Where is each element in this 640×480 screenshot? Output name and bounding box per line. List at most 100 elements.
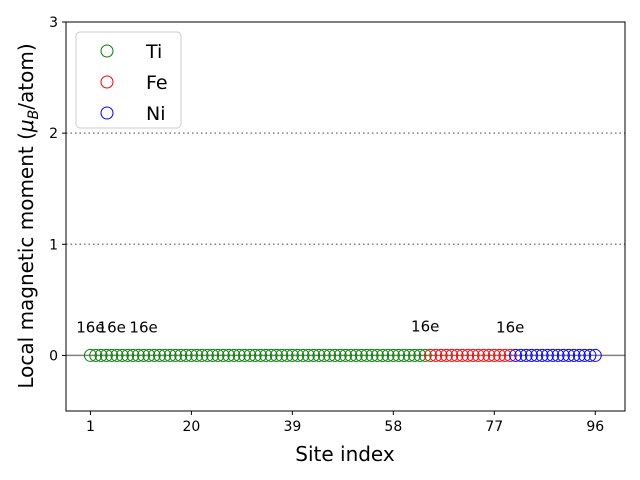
data-point-ni: [567, 348, 581, 362]
data-point-ti: [89, 348, 103, 362]
data-point-ti: [349, 348, 363, 362]
x-tick-label: 96: [586, 419, 604, 435]
data-point-ni: [588, 348, 602, 362]
site-annotation: 16e: [98, 319, 126, 337]
data-point-ti: [264, 348, 278, 362]
data-point-ti: [184, 348, 198, 362]
data-point-ti: [333, 348, 347, 362]
data-points: [83, 348, 602, 362]
data-point-ti: [339, 348, 352, 362]
y-tick-label: 2: [49, 126, 58, 142]
data-point-ti: [312, 348, 326, 362]
data-point-ti: [354, 348, 368, 362]
data-point-ti: [216, 348, 230, 362]
data-point-ti: [163, 348, 177, 362]
legend-label-ni: Ni: [146, 103, 166, 125]
y-tick-label: 1: [49, 237, 58, 253]
data-point-ti: [99, 348, 113, 362]
data-point-ti: [105, 348, 119, 362]
data-point-ni: [583, 348, 597, 362]
data-point-ti: [413, 348, 427, 362]
site-annotation: 16e: [411, 318, 439, 336]
data-point-ti: [376, 348, 390, 362]
data-point-ti: [291, 348, 305, 362]
data-point-ti: [328, 348, 342, 362]
data-point-ni: [546, 348, 560, 362]
data-point-ti: [323, 348, 337, 362]
data-point-ti: [397, 348, 411, 362]
data-point-ni: [578, 348, 592, 362]
data-point-ti: [370, 348, 384, 362]
data-point-ti: [227, 348, 241, 362]
legend-box: [75, 31, 182, 129]
legend: Ti Fe Ni: [75, 31, 182, 129]
data-point-ni: [519, 348, 533, 362]
data-point-ti: [142, 348, 156, 362]
data-point-ti: [259, 348, 273, 362]
data-point-ni: [572, 348, 586, 362]
data-point-ti: [179, 348, 193, 362]
data-point-ti: [253, 348, 267, 362]
data-point-ti: [153, 348, 167, 362]
site-annotation: 16e: [129, 319, 157, 337]
data-point-ti: [206, 348, 220, 362]
data-point-fe: [482, 348, 496, 362]
y-axis-title: Local magnetic moment (μB/atom): [14, 43, 42, 388]
data-point-ti: [317, 348, 331, 362]
plot-frame: [65, 21, 626, 412]
data-point-ti: [174, 348, 188, 362]
data-point-ti: [402, 348, 416, 362]
data-point-fe: [493, 348, 507, 362]
data-point-ni: [509, 348, 523, 362]
legend-marker-fe: [100, 75, 114, 89]
site-annotation: 16e: [76, 319, 104, 337]
data-point-fe: [498, 348, 512, 362]
legend-label-ti: Ti: [145, 41, 162, 63]
y-tick-label: 0: [49, 348, 58, 364]
data-point-ti: [381, 348, 395, 362]
data-point-fe: [461, 348, 475, 362]
data-point-ti: [243, 348, 257, 362]
data-point-fe: [424, 348, 438, 362]
x-tick-label: 39: [283, 419, 301, 435]
data-point-ti: [269, 348, 283, 362]
data-point-ti: [110, 348, 124, 362]
data-point-ti: [195, 348, 209, 362]
data-point-ti: [158, 348, 172, 362]
y-tick-label: 3: [49, 15, 58, 31]
data-point-ti: [137, 348, 151, 362]
data-point-ni: [562, 348, 576, 362]
data-point-fe: [466, 348, 480, 362]
x-axis: 1 20 39 58 77 96: [86, 411, 604, 435]
x-tick-label: 1: [86, 419, 95, 435]
data-point-fe: [429, 348, 443, 362]
data-point-ni: [540, 348, 554, 362]
data-point-fe: [434, 348, 448, 362]
data-point-fe: [503, 348, 517, 362]
data-point-fe: [471, 348, 485, 362]
data-point-ti: [115, 348, 129, 362]
x-tick-label: 20: [182, 419, 200, 435]
data-point-fe: [445, 348, 459, 362]
data-point-ti: [418, 348, 432, 362]
data-point-fe: [450, 348, 464, 362]
legend-label-fe: Fe: [146, 72, 168, 94]
data-point-ti: [232, 348, 246, 362]
data-point-ni: [524, 348, 538, 362]
data-point-fe: [439, 348, 453, 362]
data-point-ni: [514, 348, 528, 362]
data-point-ti: [200, 348, 214, 362]
data-point-ti: [94, 348, 108, 362]
data-point-ni: [556, 348, 570, 362]
data-point-ti: [280, 348, 294, 362]
data-point-fe: [455, 348, 469, 362]
data-point-ti: [83, 348, 97, 362]
data-point-ti: [168, 348, 182, 362]
data-point-ti: [301, 348, 315, 362]
data-point-fe: [477, 348, 491, 362]
data-point-ti: [296, 348, 310, 362]
data-point-ti: [307, 348, 321, 362]
data-point-ti: [238, 348, 252, 362]
